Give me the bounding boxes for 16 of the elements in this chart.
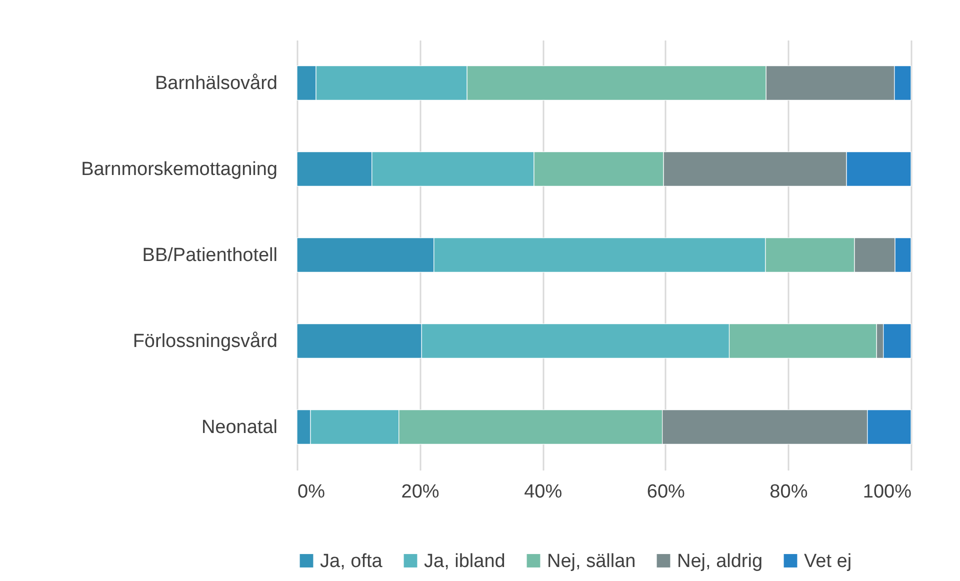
y-tick-label: BB/Patienthotell (142, 245, 278, 266)
y-tick-label: Förlossningsvård (132, 331, 278, 352)
x-tick-label: 80% (770, 482, 808, 502)
legend-label: Nej, aldrig (677, 550, 763, 572)
y-tick-label: Barnmorskemottagning (81, 159, 278, 180)
x-tick-label: 60% (646, 482, 686, 502)
y-tick-label: Neonatal (201, 417, 278, 438)
legend-label: Vet ej (804, 550, 852, 572)
x-tick-label: 40% (524, 482, 562, 502)
legend-label: Ja, ibland (424, 550, 506, 572)
x-tick-label: 0% (298, 482, 326, 502)
y-tick-label: Barnhälsovård (154, 73, 278, 94)
legend-label: Nej, sällan (547, 550, 636, 572)
x-tick-label: 100% (862, 482, 912, 502)
x-tick-label: 20% (401, 482, 440, 502)
legend-label: Ja, ofta (320, 550, 383, 572)
